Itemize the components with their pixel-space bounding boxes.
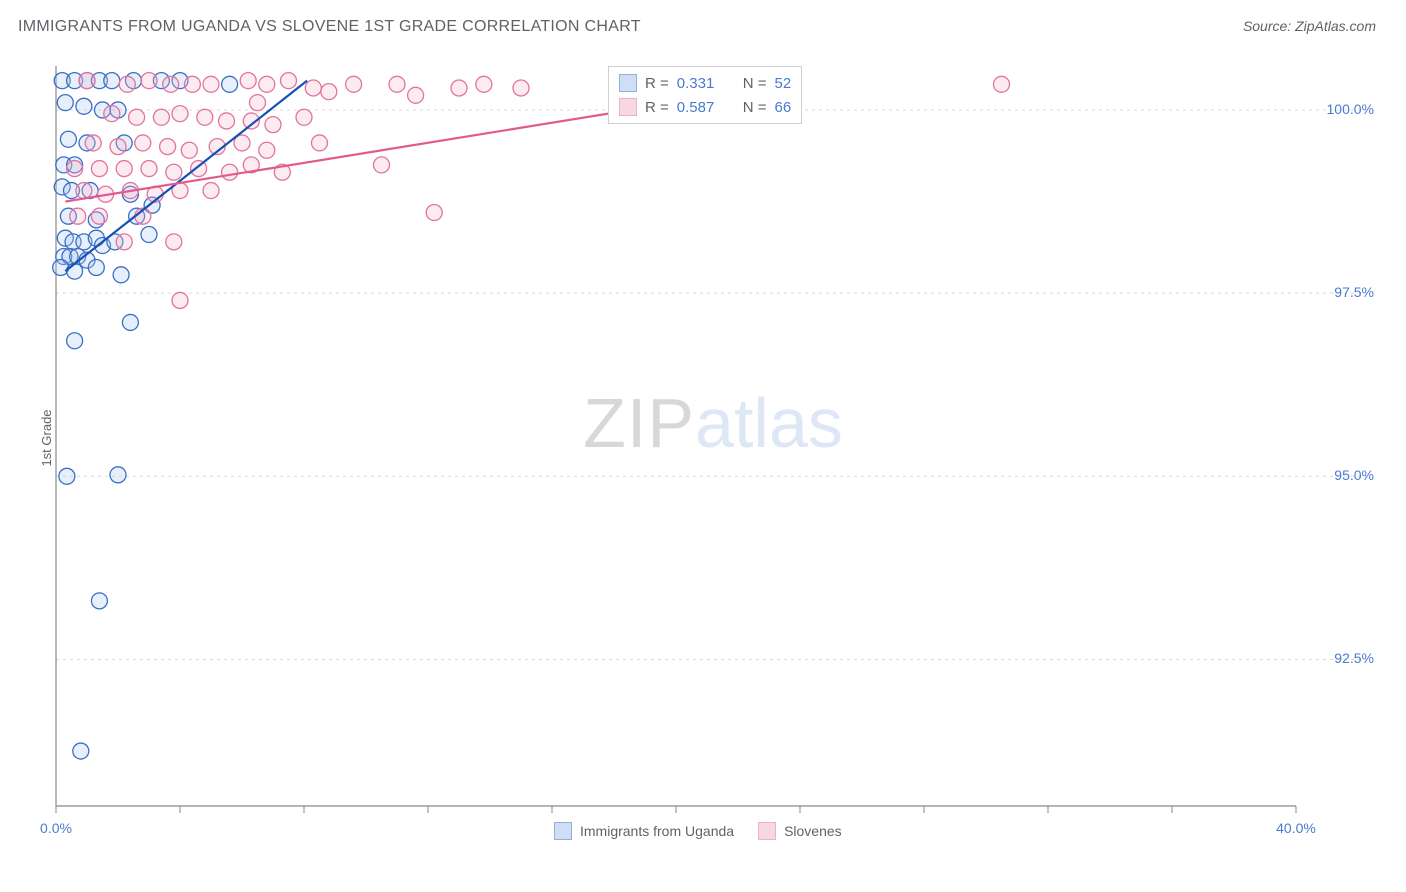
x-tick-label: 40.0% [1271,820,1321,836]
x-tick-label: 0.0% [31,820,81,836]
source-name: ZipAtlas.com [1295,18,1376,34]
legend-item-slovenes: Slovenes [758,822,842,840]
source-label: Source: [1243,18,1295,34]
swatch-icon [758,822,776,840]
y-tick-label: 92.5% [1314,650,1374,666]
swatch-icon [554,822,572,840]
chart-title: IMMIGRANTS FROM UGANDA VS SLOVENE 1ST GR… [18,18,641,36]
header: IMMIGRANTS FROM UGANDA VS SLOVENE 1ST GR… [0,0,1406,36]
n-value: 66 [775,99,792,116]
legend-label: Immigrants from Uganda [580,823,734,839]
plot-container: 1st Grade ZIPatlas R = 0.331 N = 52 R = … [48,58,1378,818]
legend-row-slovenes: R = 0.587 N = 66 [619,95,791,119]
n-value: 52 [775,75,792,92]
y-tick-label: 95.0% [1314,467,1374,483]
r-label: R = [645,99,669,116]
n-label: N = [743,99,767,116]
y-tick-label: 97.5% [1314,284,1374,300]
source-attribution: Source: ZipAtlas.com [1243,18,1376,34]
legend-label: Slovenes [784,823,842,839]
y-tick-label: 100.0% [1314,101,1374,117]
legend-row-uganda: R = 0.331 N = 52 [619,71,791,95]
r-value: 0.587 [677,99,729,116]
r-label: R = [645,75,669,92]
correlation-legend: R = 0.331 N = 52 R = 0.587 N = 66 [608,66,802,124]
n-label: N = [743,75,767,92]
swatch-icon [619,74,637,92]
series-legend: Immigrants from Uganda Slovenes [554,822,842,840]
r-value: 0.331 [677,75,729,92]
legend-item-uganda: Immigrants from Uganda [554,822,734,840]
swatch-icon [619,98,637,116]
scatter-plot [48,58,1378,818]
